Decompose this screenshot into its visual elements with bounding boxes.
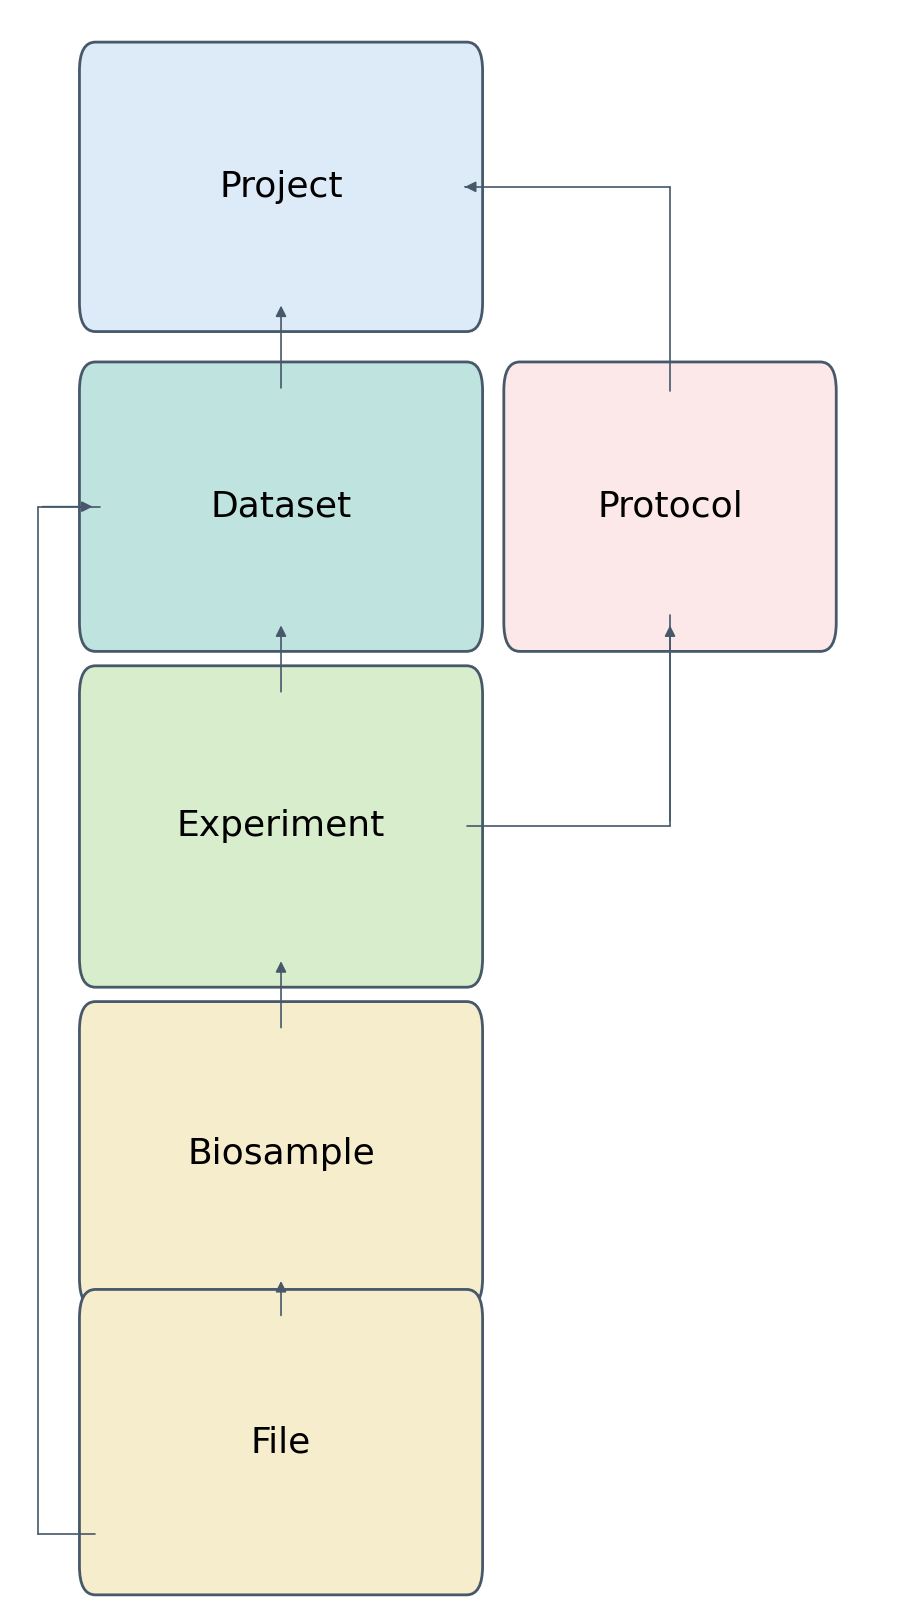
FancyBboxPatch shape bbox=[79, 666, 482, 987]
FancyBboxPatch shape bbox=[79, 42, 482, 332]
FancyBboxPatch shape bbox=[79, 1002, 482, 1307]
FancyBboxPatch shape bbox=[504, 361, 836, 652]
Text: Protocol: Protocol bbox=[597, 490, 743, 524]
Text: Experiment: Experiment bbox=[177, 810, 385, 844]
Text: Dataset: Dataset bbox=[210, 490, 352, 524]
FancyBboxPatch shape bbox=[79, 1289, 482, 1595]
FancyBboxPatch shape bbox=[79, 361, 482, 652]
Text: Biosample: Biosample bbox=[187, 1137, 374, 1171]
Text: File: File bbox=[251, 1426, 311, 1460]
Text: Project: Project bbox=[219, 169, 343, 203]
